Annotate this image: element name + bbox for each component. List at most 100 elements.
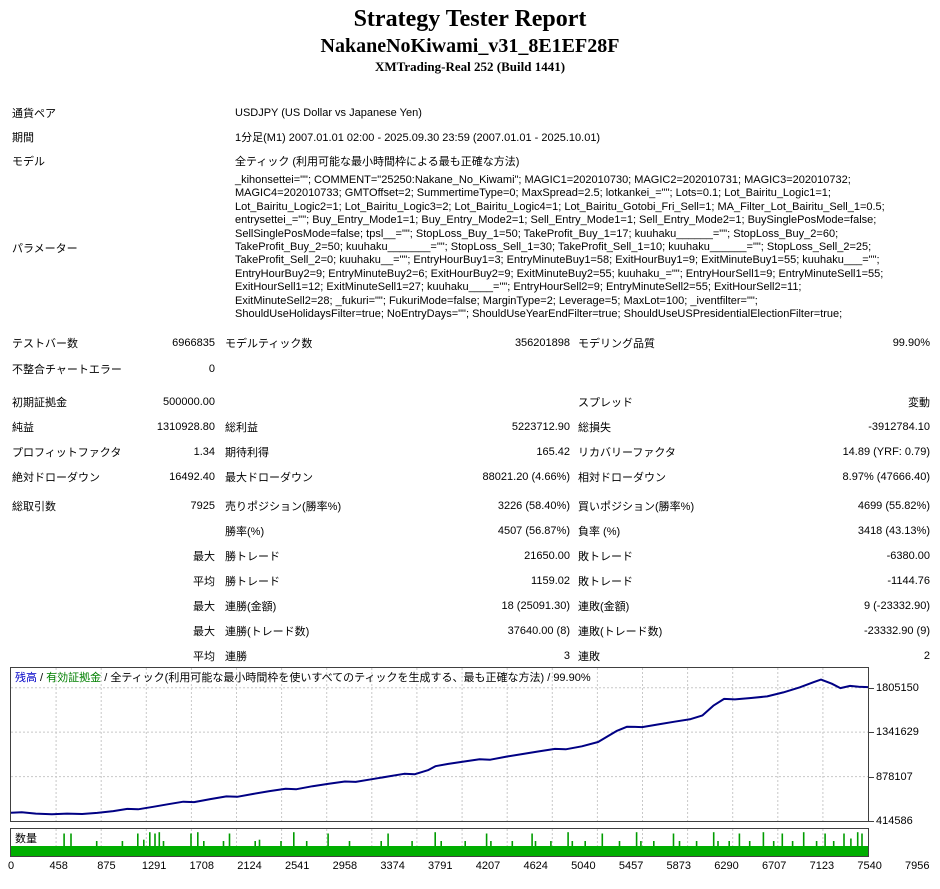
stats-section-trades: 総取引数 7925 売りポジション(勝率%) 3226 (58.40%) 買いポ…	[0, 493, 940, 668]
stat-value: -6380.00	[886, 549, 930, 562]
x-axis-label: 2958	[332, 860, 358, 872]
stat-row: 最大 勝トレード 21650.00 敗トレード -6380.00	[0, 543, 940, 568]
stat-value: 最大	[193, 600, 215, 613]
param-line: ExitMinuteSell2=28; _fukuri=""; FukuriMo…	[235, 294, 758, 307]
legend-balance: 残高	[15, 672, 37, 684]
stat-value: 5223712.90	[511, 420, 570, 433]
x-axis-label: 7540	[857, 860, 882, 872]
stat-row: 絶対ドローダウン 16492.40 最大ドローダウン 88021.20 (4.6…	[0, 464, 940, 489]
y-axis-tick	[868, 687, 874, 689]
param-line: MAGIC4=202010733; GMTOffset=2; Summertim…	[235, 187, 831, 200]
info-value: USDJPY (US Dollar vs Japanese Yen)	[235, 107, 422, 119]
stat-value: 4507 (56.87%)	[497, 524, 570, 537]
stat-label: モデリング品質	[578, 338, 655, 350]
stat-label: スプレッド	[578, 396, 633, 409]
ea-name: NakaneNoKiwami_v31_8E1EF28F	[320, 35, 620, 57]
stat-value: 変動	[908, 396, 930, 409]
param-line: entrysettei_=""; Buy_Entry_Mode1=1; Buy_…	[235, 214, 877, 227]
parameters-row: パラメーター _kihonsettei=""; COMMENT="25250:N…	[0, 174, 940, 321]
y-axis-label: 1805150	[876, 681, 919, 694]
stat-row: 勝率(%) 4507 (56.87%) 負率 (%) 3418 (43.13%)	[0, 518, 940, 543]
stat-value: 3	[563, 649, 570, 662]
stat-value: 3226 (58.40%)	[497, 499, 570, 512]
stat-label: 連敗	[578, 650, 600, 663]
volume-base-band	[11, 846, 868, 856]
stat-label: 連勝	[225, 650, 247, 663]
y-axis-tick	[868, 732, 874, 734]
balance-curve-svg	[11, 668, 868, 821]
stat-row: 総取引数 7925 売りポジション(勝率%) 3226 (58.40%) 買いポ…	[0, 493, 940, 518]
stat-value: 18 (25091.30)	[501, 599, 571, 612]
legend-separator: /	[101, 672, 111, 684]
x-axis-label: 3791	[428, 860, 453, 872]
stat-label: 連敗(トレード数)	[578, 625, 663, 638]
chart-legend: 残高 / 有効証拠金 / 全ティック(利用可能な最小時間枠を使いすべてのティック…	[15, 669, 591, 685]
stat-value: 7925	[190, 499, 215, 512]
stat-value: 4699 (55.82%)	[857, 499, 930, 512]
stat-label: 勝トレード	[225, 550, 280, 563]
balance-plot-area: 残高 / 有効証拠金 / 全ティック(利用可能な最小時間枠を使いすべてのティック…	[10, 667, 869, 822]
x-axis-label: 0	[7, 860, 15, 872]
x-axis-label: 7123	[809, 860, 835, 872]
page-title: Strategy Tester Report	[353, 6, 587, 32]
stat-value: 9 (-23332.90)	[863, 599, 930, 612]
stat-label: 最大ドローダウン	[225, 471, 313, 484]
x-axis-label: 3374	[380, 860, 405, 872]
stat-value: 88021.20 (4.66%)	[482, 470, 570, 483]
stat-label: 連勝(金額)	[225, 600, 277, 613]
stat-label: テストバー数	[12, 338, 78, 350]
stat-label: 負率 (%)	[578, 525, 621, 538]
volume-bars-svg	[11, 829, 868, 856]
stat-label: 総取引数	[12, 500, 56, 513]
stat-label: 売りポジション(勝率%)	[225, 500, 342, 513]
stat-value: 14.89 (YRF: 0.79)	[842, 445, 930, 458]
x-axis-label: 5873	[666, 860, 692, 872]
stat-label: 連敗(金額)	[578, 600, 630, 613]
stat-value: 最大	[193, 550, 215, 563]
legend-equity: 有効証拠金	[46, 672, 102, 684]
x-axis-label: 6290	[714, 860, 739, 872]
stat-value: 37640.00 (8)	[507, 624, 570, 637]
info-label: 通貨ペア	[12, 108, 56, 120]
param-line: _kihonsettei=""; COMMENT="25250:Nakane_N…	[235, 174, 851, 186]
param-line: TakeProfit_Sell_2=0; kuuhaku__=""; Entry…	[235, 254, 880, 267]
stat-label: 総利益	[225, 421, 258, 434]
volume-label: 数量	[13, 830, 39, 846]
stat-value: 356201898	[514, 337, 570, 349]
param-line: SellSinglePosMode=false; tpsl__=""; Stop…	[235, 227, 839, 240]
parameters-label: パラメーター	[12, 242, 78, 255]
stat-label: 勝トレード	[225, 575, 280, 588]
stat-row: 最大 連勝(金額) 18 (25091.30) 連敗(金額) 9 (-23332…	[0, 593, 940, 618]
y-axis-label: 414586	[876, 815, 913, 827]
stat-row: 初期証拠金 500000.00 スプレッド 変動	[0, 389, 940, 414]
y-axis-tick	[868, 776, 874, 778]
stat-label: 相対ドローダウン	[578, 471, 666, 484]
stat-row: 最大 連勝(トレード数) 37640.00 (8) 連敗(トレード数) -233…	[0, 618, 940, 643]
stat-row: プロフィットファクタ 1.34 期待利得 165.42 リカバリーファクタ 14…	[0, 439, 940, 464]
stat-value: 6966835	[172, 337, 215, 349]
info-row-symbol: 通貨ペア USDJPY (US Dollar vs Japanese Yen)	[0, 101, 940, 125]
stat-value: 21650.00	[524, 549, 570, 562]
y-axis-label: 1341629	[876, 726, 919, 739]
x-axis-label: 4624	[523, 860, 548, 872]
stat-label: プロフィットファクタ	[12, 446, 122, 459]
stat-label: 敗トレード	[578, 575, 633, 588]
stat-label: 純益	[12, 421, 34, 434]
legend-separator: /	[544, 672, 554, 684]
stat-label: 勝率(%)	[225, 525, 265, 538]
balance-chart: 残高 / 有効証拠金 / 全ティック(利用可能な最小時間枠を使いすべてのティック…	[0, 667, 940, 889]
stat-label: 買いポジション(勝率%)	[578, 500, 695, 513]
balance-curve	[11, 678, 868, 816]
stat-label: 総損失	[578, 421, 611, 434]
stat-value: 500000.00	[163, 395, 215, 408]
stat-value: 99.90%	[892, 337, 930, 349]
info-label: 期間	[12, 132, 34, 144]
stats-section-profit: 初期証拠金 500000.00 スプレッド 変動 純益 1310928.80 総…	[0, 389, 940, 489]
param-line: TakeProfit_Buy_2=50; kuuhaku_______=""; …	[235, 241, 872, 254]
info-value: 1分足(M1) 2007.01.01 02:00 - 2025.09.30 23…	[235, 132, 601, 144]
info-table: 通貨ペア USDJPY (US Dollar vs Japanese Yen) …	[0, 101, 940, 173]
x-axis-label: 1708	[189, 860, 215, 872]
volume-strip: 数量	[10, 828, 869, 857]
stat-label: 不整合チャートエラー	[12, 364, 122, 376]
